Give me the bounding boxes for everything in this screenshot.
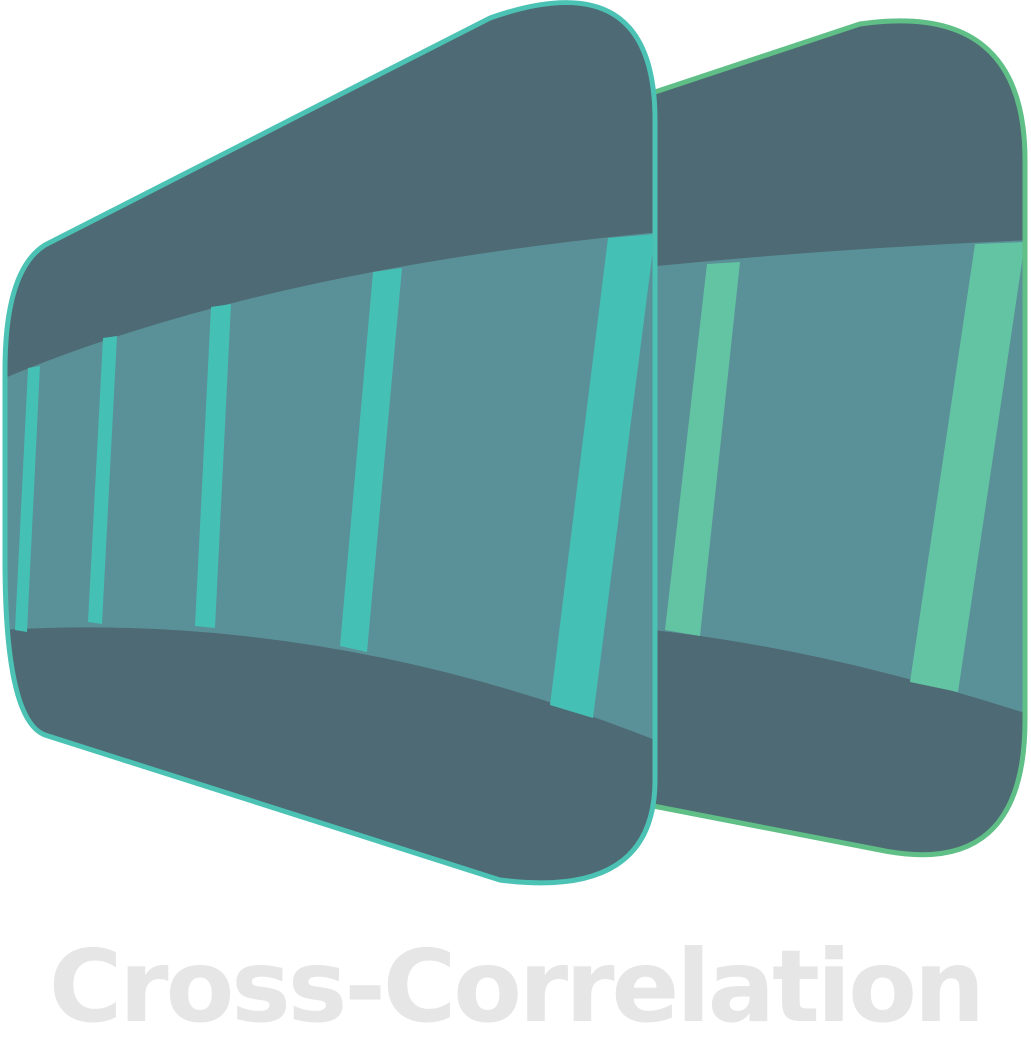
front-panel-window — [5, 232, 655, 742]
back-panel-stripe-2 — [910, 242, 1025, 692]
back-panel — [647, 18, 1028, 858]
front-panel-stripe-4 — [340, 268, 402, 652]
front-panel-stripe-5 — [550, 234, 655, 718]
cross-correlation-logo-icon — [2, 0, 1028, 886]
back-panel-stripe-1 — [665, 262, 740, 636]
front-panel — [2, 0, 658, 886]
front-panel-stripe-1 — [15, 366, 40, 632]
front-panel-outline — [2, 0, 658, 886]
back-panel-outline — [647, 18, 1028, 858]
front-panel-stripe-2 — [88, 336, 117, 624]
front-panel-stripe-3 — [195, 304, 231, 628]
logo-wordmark: Cross-Correlation — [48, 928, 985, 1045]
